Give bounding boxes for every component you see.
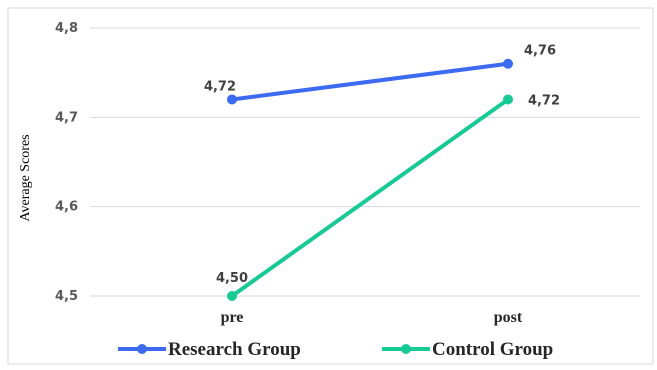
x-tick-label: post: [494, 309, 523, 326]
data-point: [503, 94, 513, 105]
data-point: [227, 291, 237, 301]
legend-swatch-marker: [401, 344, 411, 354]
series-line: [230, 61, 510, 102]
gridlines: [90, 27, 640, 297]
chart-frame: [7, 7, 654, 365]
y-tick-label: 4,8: [55, 21, 78, 36]
y-tick-label: 4,5: [55, 289, 78, 304]
x-tick-label: pre: [221, 309, 244, 326]
data-labels: 4,72 4,76 4,50 4,72: [204, 44, 560, 286]
data-point: [503, 58, 513, 69]
series: [227, 58, 513, 301]
legend-label: Control Group: [432, 339, 553, 360]
legend: Research Group Control Group: [118, 339, 553, 360]
y-axis-label: Average Scores: [18, 134, 33, 221]
series-line: [230, 97, 510, 298]
legend-swatch-marker: [137, 344, 147, 354]
y-tick-label: 4,6: [55, 200, 78, 215]
data-point: [227, 94, 237, 105]
legend-label: Research Group: [168, 339, 301, 360]
y-tick-label: 4,7: [55, 110, 78, 125]
data-label: 4,50: [216, 271, 248, 286]
y-axis-ticks: 4,5 4,6 4,7 4,8: [55, 21, 78, 304]
x-axis-ticks: pre post: [221, 309, 523, 326]
data-label: 4,76: [524, 44, 556, 59]
data-label: 4,72: [528, 93, 560, 108]
data-label: 4,72: [204, 79, 236, 94]
